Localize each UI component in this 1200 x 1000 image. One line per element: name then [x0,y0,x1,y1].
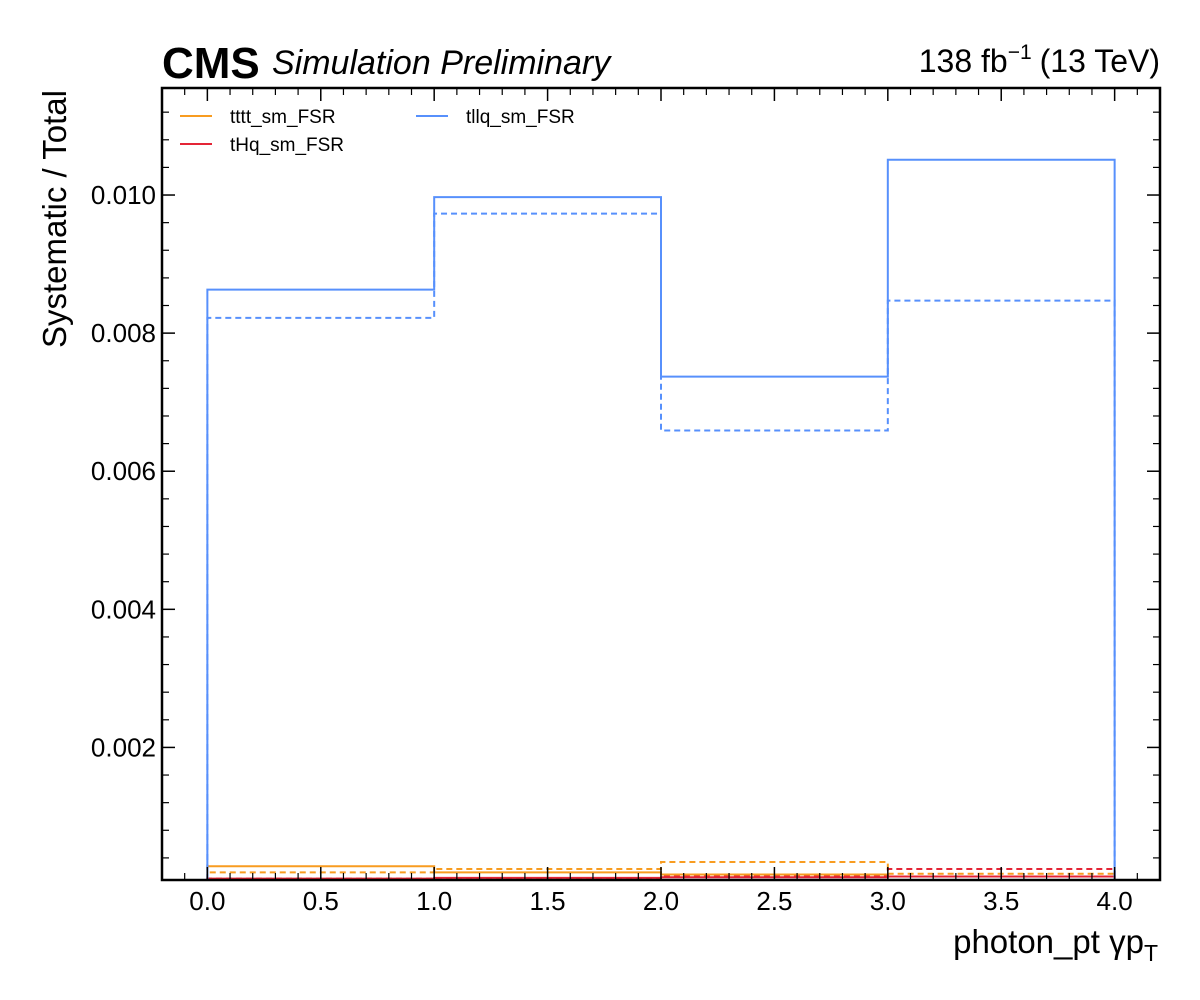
y-tick-label: 0.010 [91,180,156,210]
legend-label: tttt_sm_FSR [230,107,336,128]
legend: tttt_sm_FSR tHq_sm_FSR tllq_sm_FSR [180,107,575,156]
y-tick-label: 0.002 [91,732,156,762]
legend-entry-tttt_sm_FSR: tttt_sm_FSR [180,107,336,128]
experiment-label: CMS [162,39,260,88]
luminosity-energy: (13 TeV) [1040,43,1160,79]
status-label: Simulation Preliminary [272,44,612,82]
luminosity-label: 138 fb−1 (13 TeV) [919,41,1160,79]
x-tick-label: 0.5 [303,886,339,916]
x-tick-label: 3.5 [983,886,1019,916]
x-tick-label: 1.5 [530,886,566,916]
series-line-tHq_sm_FSR-down [206,867,1116,880]
plot-frame [160,86,1162,882]
legend-entry-tHq_sm_FSR: tHq_sm_FSR [180,135,344,156]
legend-label: tHq_sm_FSR [230,135,344,156]
y-axis-label: Systematic / Total [36,90,73,348]
x-tick-label: 1.0 [416,886,452,916]
x-axis-label-main: photon_pt γp [953,923,1144,960]
x-tick-label: 3.0 [870,886,906,916]
x-axis-label: photon_pt γpT [953,923,1158,966]
plot-area [206,158,1116,880]
x-tick-label: 2.0 [643,886,679,916]
luminosity-exponent: −1 [1008,41,1032,64]
luminosity-value: 138 fb [919,43,1008,79]
series-tllq_sm_FSR [206,158,1116,880]
legend-label: tllq_sm_FSR [466,107,575,128]
x-tick-label: 4.0 [1097,886,1133,916]
x-axis-label-subscript: T [1144,940,1158,966]
x-tick-label: 2.5 [756,886,792,916]
legend-entry-tllq_sm_FSR: tllq_sm_FSR [416,107,575,128]
y-tick-label: 0.008 [91,318,156,348]
series-line-tllq_sm_FSR-up [206,158,1116,880]
series-line-tllq_sm_FSR-down [206,212,1116,880]
y-tick-label: 0.004 [91,594,156,624]
x-tick-label: 0.0 [189,886,225,916]
y-tick-label: 0.006 [91,456,156,486]
axis-ticks: 0.0 0.5 1.0 1.5 2.0 2.5 3.0 3.5 4.0 0.002 0.004 0.0… [91,88,1161,916]
